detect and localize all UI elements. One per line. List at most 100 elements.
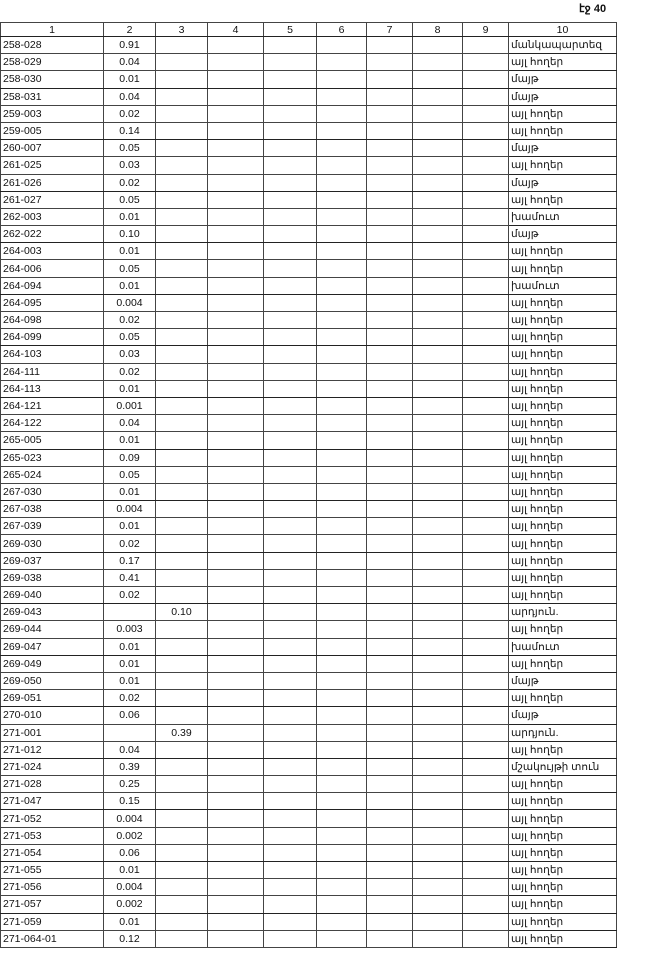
empty-cell [263, 603, 317, 622]
empty-cell [207, 603, 264, 622]
empty-cell [263, 362, 317, 381]
empty-cell [263, 379, 317, 398]
parcel-code-cell: 258-030 [0, 70, 104, 89]
column-header-7: 7 [366, 22, 413, 37]
table-row: 259-003 0.02 այլ հողեր [0, 104, 617, 123]
area-alt-cell [155, 860, 208, 880]
parcel-code-cell: 261-027 [0, 190, 104, 209]
empty-cell [366, 242, 413, 261]
empty-cell [207, 70, 264, 89]
area-cell: 0.004 [103, 500, 156, 519]
parcel-code-cell: 258-028 [0, 35, 104, 55]
table-row: 258-029 0.04 այլ հողեր [0, 53, 617, 72]
land-use-cell: այլ հողեր [508, 104, 617, 123]
parcel-code-cell: 259-005 [0, 121, 104, 141]
empty-cell [207, 379, 264, 398]
parcel-code-cell: 269-049 [0, 654, 104, 673]
empty-cell [412, 637, 463, 656]
parcel-code-cell: 269-037 [0, 551, 104, 570]
land-use-cell: այլ հողեր [508, 190, 617, 209]
land-use-cell: մայթ [508, 173, 617, 192]
empty-cell [412, 431, 463, 450]
empty-cell [462, 654, 509, 673]
area-cell: 0.01 [103, 654, 156, 673]
empty-cell [316, 517, 367, 536]
empty-cell [366, 860, 413, 880]
parcel-code-cell: 270-010 [0, 706, 104, 725]
empty-cell [412, 104, 463, 123]
table-row: 271-057 0.002 այլ հողեր [0, 895, 617, 914]
empty-cell [412, 878, 463, 897]
empty-cell [316, 35, 367, 55]
empty-cell [366, 414, 413, 433]
empty-cell [462, 912, 509, 931]
empty-cell [316, 912, 367, 931]
area-cell: 0.17 [103, 551, 156, 570]
area-alt-cell: 0.10 [155, 603, 208, 622]
empty-cell [366, 35, 413, 55]
empty-cell [462, 310, 509, 330]
land-use-cell: խամուտ [508, 637, 617, 656]
empty-cell [263, 173, 317, 192]
empty-cell [412, 654, 463, 673]
area-cell: 0.002 [103, 826, 156, 845]
empty-cell [412, 534, 463, 553]
empty-cell [207, 53, 264, 72]
empty-cell [366, 310, 413, 330]
table-row: 271-047 0.15 այլ հողեր [0, 792, 617, 811]
empty-cell [366, 482, 413, 502]
empty-cell [263, 448, 317, 467]
empty-cell [316, 276, 367, 295]
empty-cell [316, 465, 367, 484]
empty-cell [366, 603, 413, 622]
parcel-code-cell: 269-047 [0, 637, 104, 656]
empty-cell [316, 551, 367, 570]
parcel-code-cell: 262-003 [0, 207, 104, 227]
empty-cell [412, 35, 463, 55]
land-use-cell: այլ հողեր [508, 740, 617, 759]
empty-cell [366, 259, 413, 278]
empty-cell [207, 242, 264, 261]
table-row: 258-031 0.04 մայթ [0, 87, 617, 106]
empty-cell [263, 775, 317, 794]
empty-cell [316, 310, 367, 330]
empty-cell [412, 310, 463, 330]
empty-cell [263, 465, 317, 484]
empty-cell [412, 860, 463, 880]
empty-cell [462, 878, 509, 897]
empty-cell [263, 895, 317, 914]
land-use-cell: մայթ [508, 70, 617, 89]
land-use-cell: այլ հողեր [508, 585, 617, 605]
table-row: 271-024 0.39 մշակույթի տուն [0, 757, 617, 777]
empty-cell [316, 568, 367, 588]
area-cell: 0.004 [103, 293, 156, 313]
empty-cell [263, 276, 317, 295]
empty-cell [263, 225, 317, 244]
empty-cell [263, 396, 317, 416]
empty-cell [207, 620, 264, 639]
empty-cell [316, 414, 367, 433]
area-alt-cell [155, 362, 208, 381]
area-cell: 0.01 [103, 912, 156, 931]
empty-cell [412, 757, 463, 777]
area-cell: 0.05 [103, 139, 156, 158]
area-alt-cell [155, 740, 208, 759]
empty-cell [412, 568, 463, 588]
area-alt-cell [155, 775, 208, 794]
table-row: 271-055 0.01 այլ հողեր [0, 860, 617, 880]
area-cell: 0.15 [103, 792, 156, 811]
land-use-cell: այլ հողեր [508, 500, 617, 519]
empty-cell [263, 345, 317, 364]
area-alt-cell [155, 517, 208, 536]
empty-cell [316, 689, 367, 708]
empty-cell [412, 689, 463, 708]
area-cell: 0.01 [103, 517, 156, 536]
empty-cell [462, 465, 509, 484]
area-cell: 0.06 [103, 706, 156, 725]
area-cell: 0.12 [103, 929, 156, 948]
area-alt-cell [155, 620, 208, 639]
empty-cell [412, 259, 463, 278]
empty-cell [366, 912, 413, 931]
empty-cell [412, 826, 463, 845]
empty-cell [462, 242, 509, 261]
